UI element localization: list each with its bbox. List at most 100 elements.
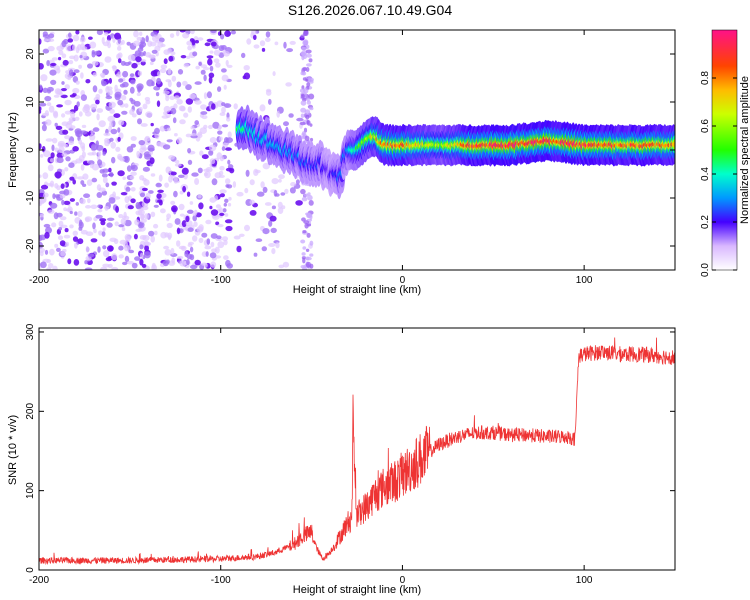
noise-blob: [90, 238, 98, 243]
noise-blob: [138, 140, 146, 146]
noise-blob: [145, 111, 153, 118]
noise-blob: [124, 255, 130, 263]
noise-blob: [40, 154, 44, 158]
noise-blob: [303, 30, 309, 36]
noise-blob: [56, 157, 64, 164]
noise-blob: [96, 192, 103, 198]
noise-blob: [43, 38, 49, 42]
noise-blob: [198, 202, 204, 210]
noise-blob: [179, 190, 184, 195]
noise-blob: [112, 65, 117, 72]
noise-blob: [65, 156, 71, 162]
noise-blob: [259, 104, 266, 112]
noise-blob: [128, 61, 132, 65]
noise-blob: [64, 110, 72, 115]
noise-blob: [201, 154, 209, 160]
noise-blob: [192, 51, 198, 57]
noise-blob: [280, 192, 286, 196]
noise-blob: [139, 244, 144, 250]
noise-blob: [200, 69, 206, 75]
noise-blob: [123, 89, 128, 95]
noise-blob: [166, 222, 173, 229]
noise-blob: [50, 202, 58, 209]
noise-blob: [104, 139, 110, 147]
noise-blob: [176, 81, 182, 88]
noise-blob: [50, 62, 57, 67]
noise-blob: [130, 164, 138, 172]
noise-blob: [115, 205, 119, 213]
noise-blob: [187, 159, 193, 165]
noise-blob: [50, 152, 55, 159]
noise-blob: [160, 43, 166, 48]
noise-blob: [99, 72, 106, 78]
noise-blob: [87, 198, 91, 204]
noise-blob: [227, 202, 232, 207]
noise-blob: [72, 34, 80, 42]
noise-blob: [185, 215, 190, 223]
noise-blob: [282, 261, 290, 268]
noise-blob: [241, 52, 246, 59]
noise-blob: [194, 40, 199, 44]
noise-blob: [79, 219, 83, 227]
noise-blob: [150, 173, 156, 177]
noise-blob: [122, 176, 126, 180]
noise-blob: [60, 94, 68, 99]
noise-blob: [46, 259, 51, 264]
noise-blob: [305, 256, 310, 261]
noise-blob: [304, 135, 310, 142]
noise-blob: [117, 58, 122, 64]
noise-blob: [130, 136, 137, 141]
noise-blob: [265, 37, 271, 43]
noise-blob: [143, 251, 151, 259]
noise-blob: [115, 146, 121, 152]
noise-blob: [73, 104, 79, 112]
noise-blob: [44, 231, 50, 239]
noise-blob: [69, 176, 75, 181]
noise-blob: [148, 190, 154, 194]
noise-blob: [104, 206, 110, 210]
noise-blob: [233, 235, 241, 240]
noise-blob: [126, 41, 131, 46]
noise-blob: [124, 245, 130, 252]
noise-blob: [285, 82, 292, 87]
noise-blob: [309, 106, 314, 111]
noise-blob: [51, 144, 55, 152]
noise-blob: [69, 224, 74, 229]
noise-blob: [91, 177, 98, 183]
noise-blob: [155, 182, 162, 188]
noise-blob: [64, 143, 69, 148]
noise-blob: [182, 32, 190, 39]
noise-blob: [180, 105, 186, 112]
noise-blob: [183, 63, 190, 68]
noise-blob: [39, 213, 45, 218]
y-tick-label: 10: [25, 96, 36, 108]
noise-blob: [236, 245, 242, 253]
noise-blob: [59, 240, 66, 247]
noise-blob: [47, 45, 55, 52]
noise-blob: [122, 70, 129, 78]
x-tick-label: 100: [576, 275, 593, 286]
noise-blob: [105, 257, 112, 262]
noise-blob: [225, 184, 230, 188]
noise-blob: [300, 34, 305, 39]
noise-blob: [134, 219, 140, 226]
noise-blob: [79, 198, 86, 205]
noise-blob: [156, 100, 161, 107]
noise-blob: [226, 117, 231, 122]
noise-blob: [160, 68, 167, 74]
noise-blob: [105, 95, 113, 100]
noise-blob: [40, 261, 47, 269]
noise-blob: [205, 251, 209, 257]
noise-blob: [211, 103, 216, 110]
noise-blob: [44, 110, 50, 117]
noise-blob: [185, 98, 194, 105]
noise-blob: [290, 182, 297, 187]
noise-blob: [164, 182, 170, 188]
noise-blob: [112, 191, 116, 198]
noise-blob: [302, 40, 309, 46]
noise-blob: [46, 267, 52, 270]
noise-blob: [52, 110, 59, 117]
noise-blob: [192, 214, 197, 222]
noise-blob: [223, 84, 227, 90]
noise-blob: [303, 127, 308, 133]
